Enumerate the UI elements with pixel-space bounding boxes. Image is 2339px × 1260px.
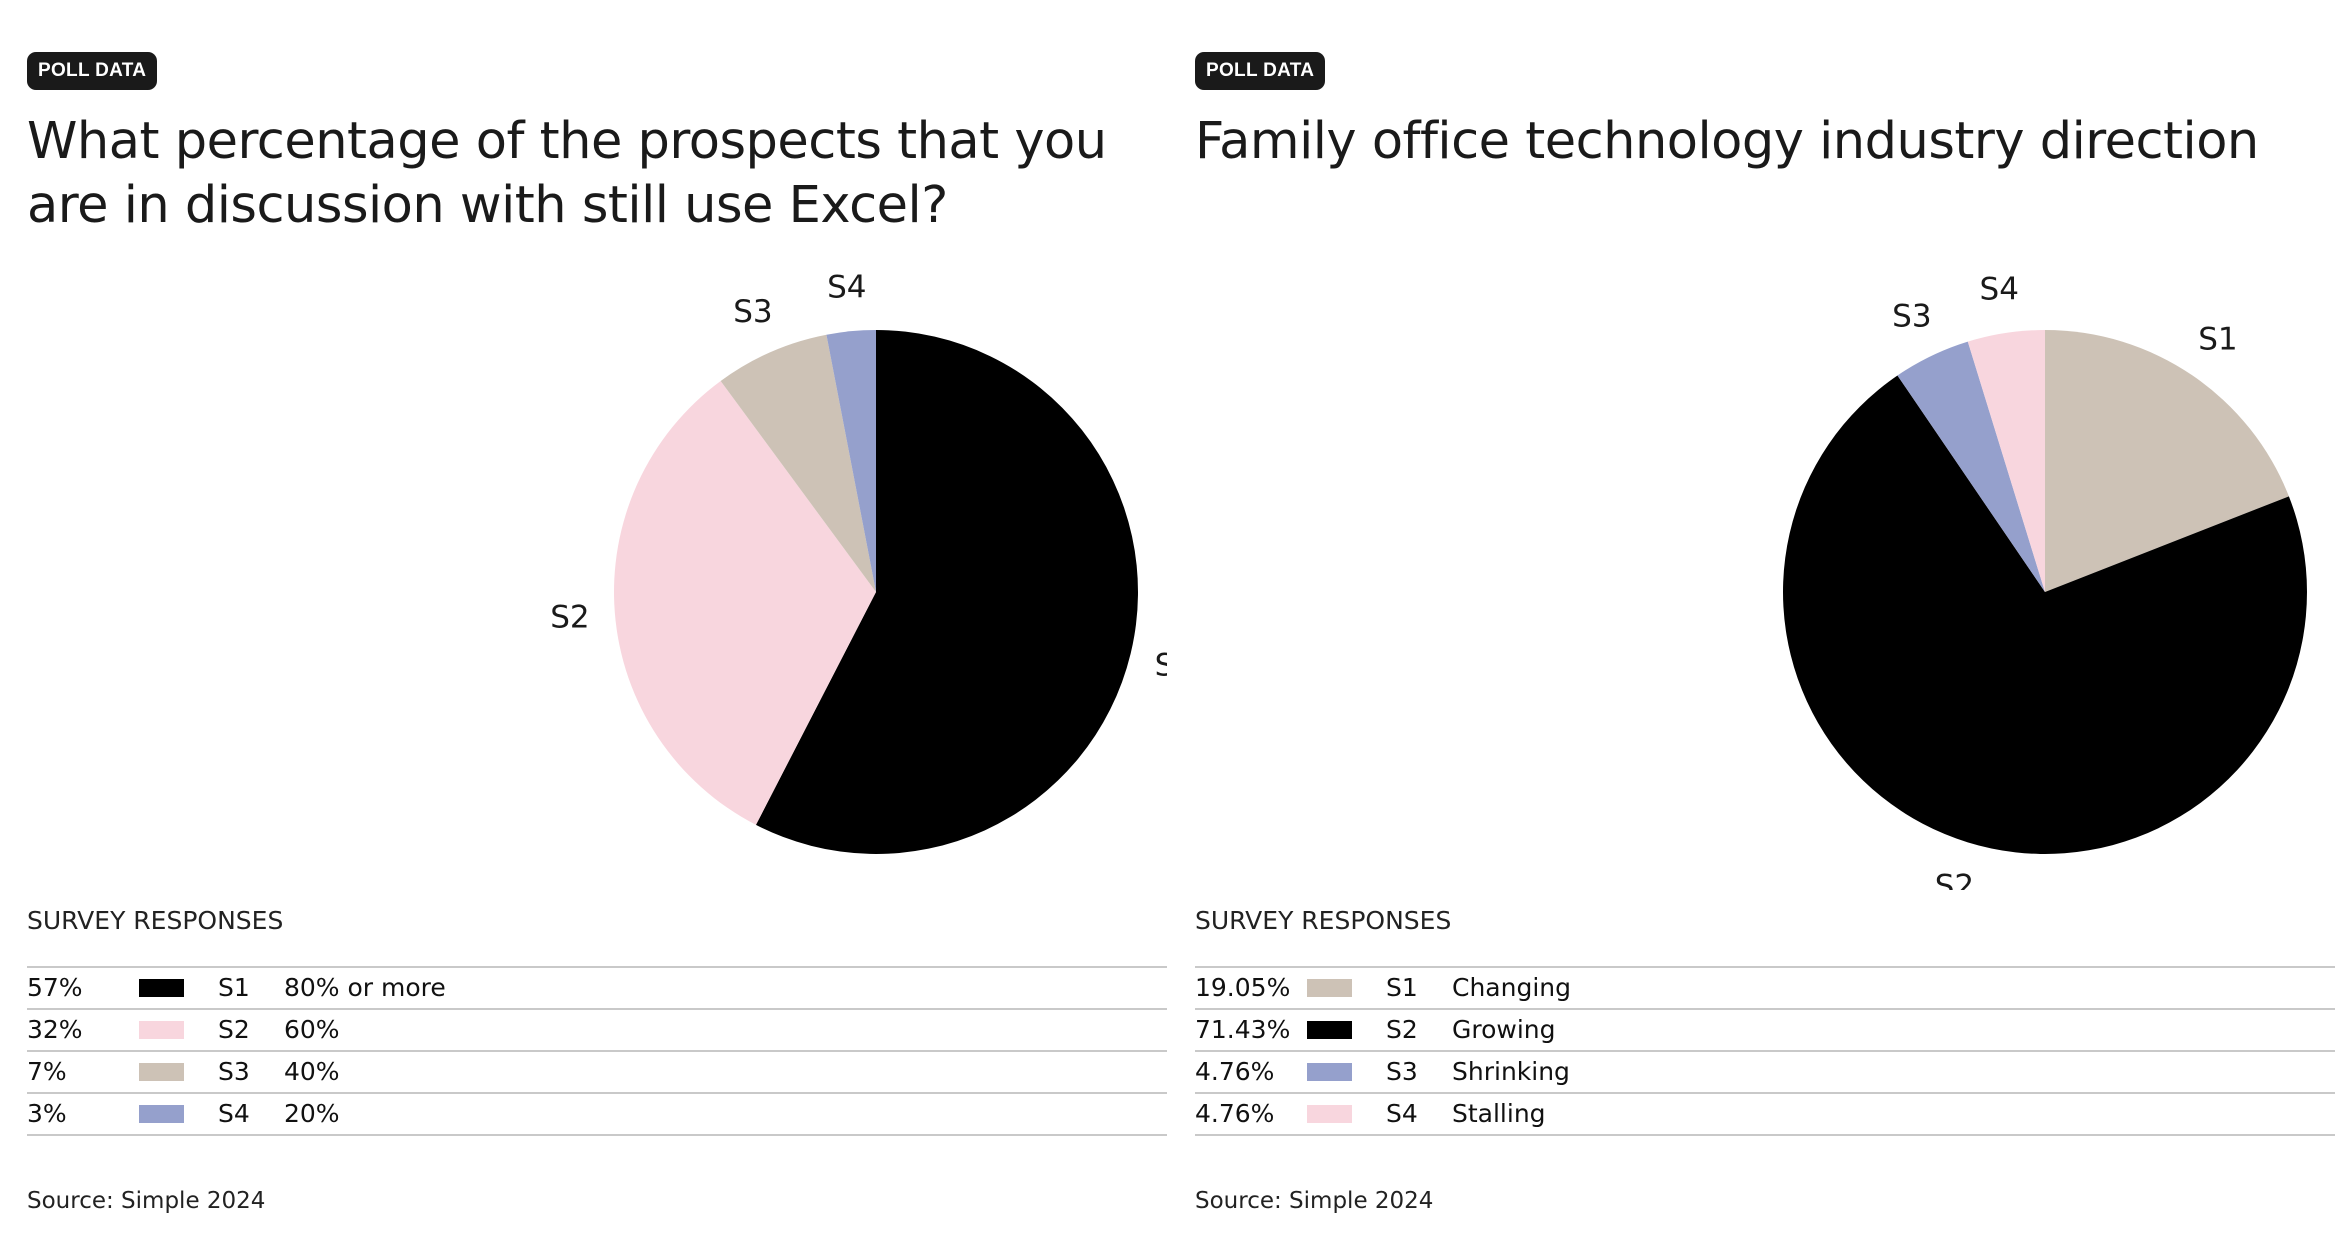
poll-panel-excel: POLL DATA What percentage of the prospec… xyxy=(27,0,1167,1260)
legend-swatch xyxy=(139,979,184,997)
legend-row: 57% S1 80% or more xyxy=(27,968,1167,1010)
legend-label: 20% xyxy=(284,1099,340,1128)
poll-data-badge: POLL DATA xyxy=(27,52,158,90)
legend-row: 4.76% S4 Stalling xyxy=(1195,1094,2335,1136)
pie-label-s4: S4 xyxy=(1980,271,2019,307)
legend-percent: 71.43% xyxy=(1195,1015,1291,1044)
survey-responses-heading: SURVEY RESPONSES xyxy=(27,906,284,935)
legend-label: Growing xyxy=(1452,1015,1556,1044)
survey-responses-heading: SURVEY RESPONSES xyxy=(1195,906,1452,935)
legend-series-key: S1 xyxy=(218,973,250,1002)
pie-label-s2: S2 xyxy=(550,599,589,635)
legend-swatch xyxy=(1307,1021,1352,1039)
legend-row: 19.05% S1 Changing xyxy=(1195,968,2335,1010)
source-note: Source: Simple 2024 xyxy=(1195,1188,1434,1214)
pie-chart: S1 S2 S3 S4 xyxy=(550,270,1167,854)
legend-label: Stalling xyxy=(1452,1099,1546,1128)
legend-label: 80% or more xyxy=(284,973,446,1002)
poll-data-badge: POLL DATA xyxy=(1195,52,1326,90)
pie-label-s3: S3 xyxy=(733,294,772,330)
legend-series-key: S3 xyxy=(218,1057,250,1086)
source-note: Source: Simple 2024 xyxy=(27,1188,266,1214)
legend-series-key: S2 xyxy=(218,1015,250,1044)
pie-label-s4: S4 xyxy=(827,270,866,305)
legend-series-key: S2 xyxy=(1386,1015,1418,1044)
legend-percent: 32% xyxy=(27,1015,83,1044)
pie-slice-s1 xyxy=(755,330,1138,854)
legend-row: 71.43% S2 Growing xyxy=(1195,1010,2335,1052)
pie-label-s2: S2 xyxy=(1935,868,1974,890)
pie-slice-s4 xyxy=(826,330,876,592)
legend-swatch xyxy=(1307,1063,1352,1081)
pie-label-s1: S1 xyxy=(2198,321,2237,357)
legend-row: 7% S3 40% xyxy=(27,1052,1167,1094)
pie-slice-s1 xyxy=(2045,330,2289,592)
legend-table: 19.05% S1 Changing 71.43% S2 Growing 4.7… xyxy=(1195,966,2335,1136)
legend-row: 3% S4 20% xyxy=(27,1094,1167,1136)
legend-table: 57% S1 80% or more 32% S2 60% 7% S3 40% … xyxy=(27,966,1167,1136)
legend-percent: 19.05% xyxy=(1195,973,1291,1002)
legend-swatch xyxy=(1307,979,1352,997)
pie-label-s1: S1 xyxy=(1155,647,1167,683)
legend-swatch xyxy=(139,1021,184,1039)
pie-slice-s2 xyxy=(1783,375,2307,855)
legend-swatch xyxy=(1307,1105,1352,1123)
legend-percent: 7% xyxy=(27,1057,67,1086)
pie-slice-s3 xyxy=(1897,341,2045,592)
legend-label: Shrinking xyxy=(1452,1057,1570,1086)
legend-series-key: S3 xyxy=(1386,1057,1418,1086)
pie-chart: S1 S2 S3 S4 xyxy=(1783,271,2307,890)
legend-label: 40% xyxy=(284,1057,340,1086)
legend-percent: 3% xyxy=(27,1099,67,1128)
pie-label-s3: S3 xyxy=(1892,298,1931,334)
chart-title: Family office technology industry direct… xyxy=(1195,112,2259,171)
legend-row: 32% S2 60% xyxy=(27,1010,1167,1052)
legend-row: 4.76% S3 Shrinking xyxy=(1195,1052,2335,1094)
chart-title: What percentage of the prospects that yo… xyxy=(27,112,1107,235)
legend-series-key: S1 xyxy=(1386,973,1418,1002)
pie-slice-s4 xyxy=(1967,330,2045,592)
legend-percent: 4.76% xyxy=(1195,1099,1275,1128)
legend-percent: 57% xyxy=(27,973,83,1002)
legend-series-key: S4 xyxy=(1386,1099,1418,1128)
legend-series-key: S4 xyxy=(218,1099,250,1128)
pie-slice-s2 xyxy=(614,381,876,825)
legend-label: Changing xyxy=(1452,973,1571,1002)
legend-label: 60% xyxy=(284,1015,340,1044)
legend-percent: 4.76% xyxy=(1195,1057,1275,1086)
pie-slice-s3 xyxy=(720,334,876,592)
legend-swatch xyxy=(139,1063,184,1081)
poll-panel-industry-direction: POLL DATA Family office technology indus… xyxy=(1195,0,2335,1260)
legend-swatch xyxy=(139,1105,184,1123)
